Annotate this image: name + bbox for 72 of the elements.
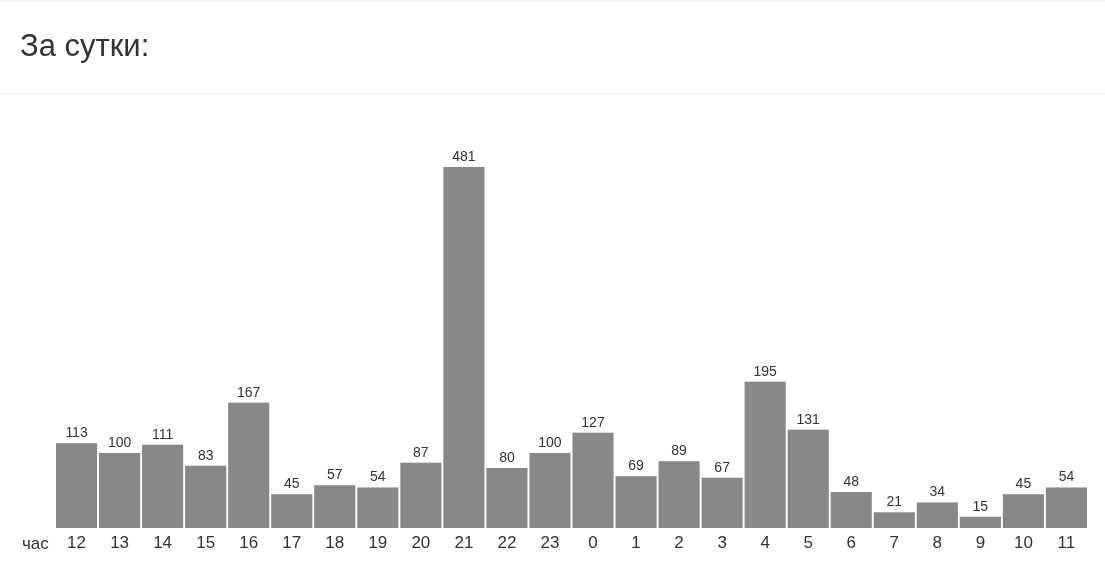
data-label: 113 bbox=[65, 424, 88, 441]
bar bbox=[615, 476, 657, 528]
data-label: 69 bbox=[628, 457, 645, 474]
data-label: 167 bbox=[237, 383, 261, 400]
data-label: 45 bbox=[1015, 475, 1032, 492]
bar bbox=[56, 443, 98, 528]
bar bbox=[443, 167, 485, 528]
bar bbox=[959, 516, 1001, 528]
x-tick-label: 12 bbox=[67, 533, 87, 552]
x-tick-label: 0 bbox=[588, 533, 598, 552]
bar bbox=[1045, 487, 1087, 528]
data-label: 195 bbox=[753, 362, 778, 379]
data-label: 89 bbox=[671, 442, 688, 459]
data-label: 54 bbox=[1058, 468, 1075, 485]
x-tick-label: 8 bbox=[932, 533, 943, 552]
x-tick-label: 3 bbox=[717, 533, 727, 552]
bar bbox=[400, 462, 442, 528]
x-axis-title: час bbox=[22, 534, 50, 553]
bar bbox=[271, 494, 313, 528]
x-tick-label: 5 bbox=[803, 533, 813, 552]
bar bbox=[228, 402, 270, 528]
bar bbox=[185, 465, 227, 528]
x-tick-label: 10 bbox=[1013, 533, 1033, 552]
x-tick-label: 22 bbox=[497, 533, 517, 552]
data-label: 100 bbox=[107, 433, 132, 450]
bar bbox=[916, 502, 958, 528]
data-label: 481 bbox=[452, 148, 476, 164]
x-tick-label: 14 bbox=[153, 533, 173, 552]
x-tick-label: 18 bbox=[325, 533, 345, 552]
x-tick-label: 1 bbox=[631, 533, 641, 552]
x-tick-label: 2 bbox=[674, 533, 684, 552]
data-label: 87 bbox=[413, 443, 429, 460]
data-label: 67 bbox=[714, 458, 731, 475]
x-tick-label: 23 bbox=[540, 533, 560, 552]
x-tick-label: 11 bbox=[1057, 533, 1076, 552]
bar bbox=[744, 381, 786, 528]
data-label: 45 bbox=[283, 475, 300, 492]
data-label: 48 bbox=[843, 472, 860, 489]
x-tick-label: 17 bbox=[282, 533, 302, 552]
data-label: 100 bbox=[538, 433, 562, 450]
bar bbox=[830, 491, 872, 528]
bar bbox=[142, 444, 184, 528]
bar bbox=[357, 487, 399, 528]
x-tick-label: 9 bbox=[975, 533, 986, 552]
data-label: 21 bbox=[886, 493, 903, 510]
x-tick-label: 7 bbox=[889, 533, 900, 552]
x-tick-label: 19 bbox=[368, 533, 388, 552]
bar bbox=[314, 485, 356, 528]
x-tick-label: 6 bbox=[846, 533, 856, 552]
x-tick-label: 4 bbox=[760, 533, 770, 552]
x-tick-label: 16 bbox=[239, 533, 259, 552]
bar bbox=[99, 452, 141, 528]
chart-title: За сутки: bbox=[20, 28, 150, 63]
bar bbox=[1002, 494, 1044, 528]
data-label: 80 bbox=[499, 448, 515, 465]
data-label: 57 bbox=[327, 466, 343, 483]
data-label: 127 bbox=[581, 413, 605, 430]
data-label: 54 bbox=[370, 468, 386, 485]
bar bbox=[873, 512, 915, 528]
bar bbox=[486, 467, 528, 528]
data-label: 83 bbox=[197, 446, 214, 463]
x-tick-label: 21 bbox=[454, 533, 474, 552]
data-label: 131 bbox=[796, 410, 821, 427]
bar bbox=[701, 477, 743, 528]
bar bbox=[787, 429, 829, 528]
bar bbox=[658, 461, 700, 528]
x-tick-label: 13 bbox=[110, 533, 130, 552]
x-tick-label: 15 bbox=[196, 533, 216, 552]
data-label: 34 bbox=[929, 483, 946, 500]
data-label: 111 bbox=[151, 425, 174, 442]
x-tick-label: 20 bbox=[411, 533, 431, 552]
data-label: 15 bbox=[972, 497, 989, 514]
